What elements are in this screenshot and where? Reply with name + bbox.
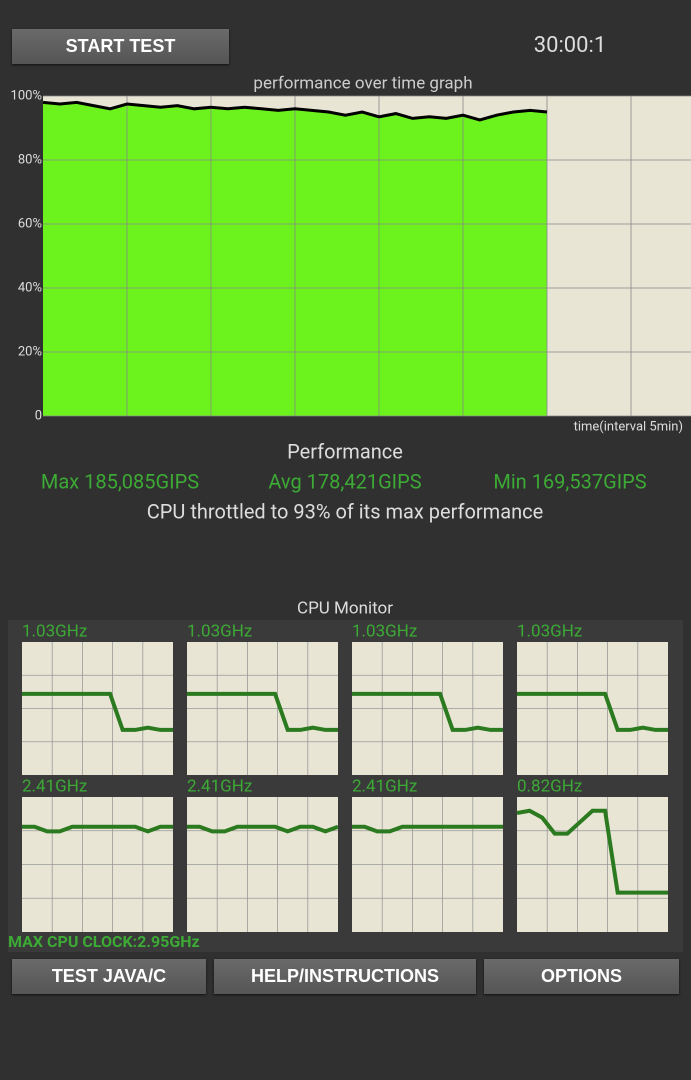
perf-title: Performance [287, 439, 403, 463]
perf-max: Max 185,085GIPS [41, 469, 199, 493]
start-button[interactable]: START TEST [12, 29, 229, 64]
java-button[interactable]: TEST JAVA/C [12, 959, 206, 994]
chart-title: performance over time graph [253, 73, 472, 93]
core-label: 1.03GHz [187, 621, 252, 641]
core-line [517, 691, 668, 732]
core-label: 1.03GHz [22, 621, 87, 641]
performance-line [42, 100, 548, 122]
core-label: 0.82GHz [517, 776, 582, 796]
help-button[interactable]: HELP/INSTRUCTIONS [214, 959, 476, 994]
perf-avg: Avg 178,421GIPS [268, 469, 421, 493]
core-label: 1.03GHz [352, 621, 417, 641]
throttle-text: CPU throttled to 93% of its max performa… [147, 499, 543, 523]
core-line [352, 691, 503, 732]
x-axis-label: time(interval 5min) [574, 419, 683, 434]
y-tick-label: 20% [18, 344, 42, 359]
core-label: 1.03GHz [517, 621, 582, 641]
options-button[interactable]: OPTIONS [484, 959, 679, 994]
core-label: 2.41GHz [22, 776, 87, 796]
core-line [352, 824, 503, 834]
max-clock: MAX CPU CLOCK:2.95GHz [8, 932, 200, 951]
y-tick-label: 40% [18, 280, 42, 295]
core-line [516, 808, 668, 895]
y-tick-label: 60% [18, 216, 42, 231]
timer: 30:00:1 [534, 33, 606, 58]
y-tick-label: 80% [18, 152, 42, 167]
cpu-monitor-title: CPU Monitor [297, 598, 393, 618]
core-label: 2.41GHz [352, 776, 417, 796]
core-label: 2.41GHz [187, 776, 252, 796]
core-line [187, 824, 339, 834]
core-line [187, 691, 338, 732]
y-tick-label: 0 [35, 408, 42, 423]
core-line [22, 691, 173, 732]
core-line [22, 824, 173, 834]
perf-min: Min 169,537GIPS [493, 469, 646, 493]
y-tick-label: 100% [11, 88, 42, 103]
